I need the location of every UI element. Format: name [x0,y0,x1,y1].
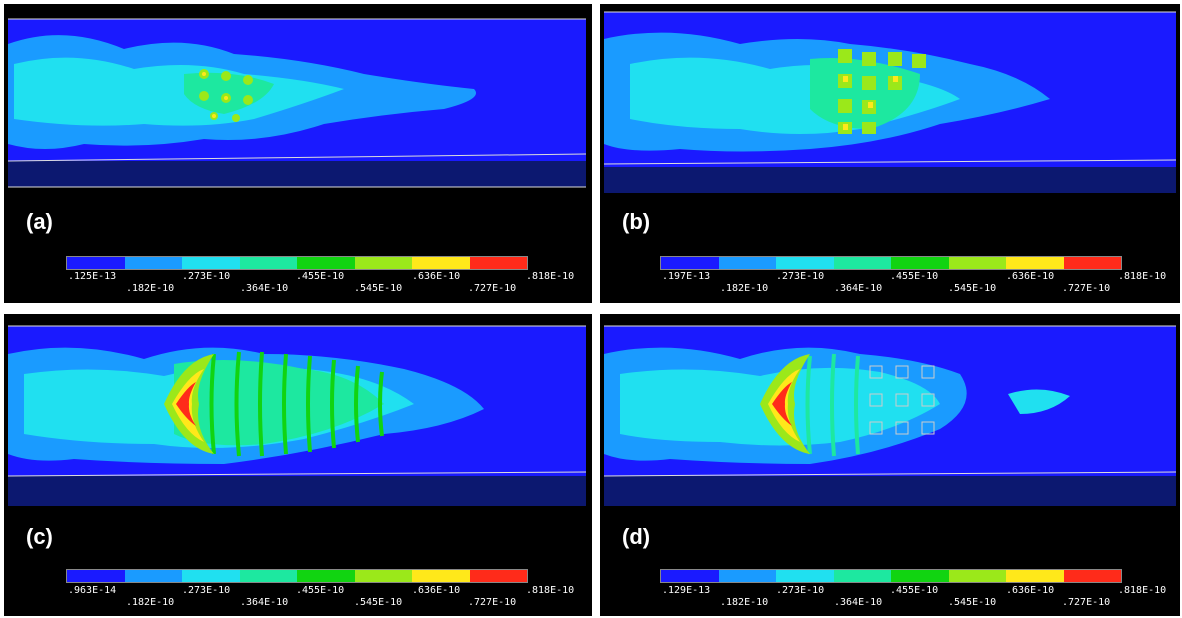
tick-label: .818E-10 [526,585,575,596]
tick-label: .182E-10 [126,597,175,608]
tick-label: .455E-10 [296,271,345,282]
tick-label: .364E-10 [834,283,883,294]
tick-label: .364E-10 [240,283,289,294]
contour-panel-a: (a) .125E-13 .273E-10 .455E-10 .636E-10 … [4,4,592,303]
contour-panel-b: (b) .197E-13 .273E-10 .455E-10 .636E-10 … [600,4,1180,303]
tick-label: .182E-10 [720,283,769,294]
tick-label: .636E-10 [412,585,461,596]
colorbar-d [660,569,1122,583]
panel-label-b: (b) [622,209,651,234]
tick-label: .545E-10 [354,597,403,608]
tick-label: .182E-10 [126,283,175,294]
tick-label: .818E-10 [1118,271,1167,282]
contour-panel-d: (d) .129E-13 .273E-10 .455E-10 .636E-10 … [600,314,1180,616]
colorbar-b [660,256,1122,270]
tick-label: .545E-10 [948,597,997,608]
tick-label: .129E-13 [662,585,711,596]
tick-label: .273E-10 [776,271,825,282]
colorbar-ticks-a: .125E-13 .273E-10 .455E-10 .636E-10 .818… [4,266,592,303]
tick-label: .125E-13 [68,271,117,282]
panel-label-a: (a) [26,209,53,234]
tick-label: .364E-10 [240,597,289,608]
contour-panel-c: (c) .963E-14 .273E-10 .455E-10 .636E-10 … [4,314,592,616]
tick-label: .273E-10 [776,585,825,596]
colorbar-ticks-c: .963E-14 .273E-10 .455E-10 .636E-10 .818… [4,580,592,616]
tick-label: .727E-10 [468,283,517,294]
tick-label: .455E-10 [890,585,939,596]
tick-label: .727E-10 [468,597,517,608]
tick-label: .636E-10 [1006,585,1055,596]
tick-label: .273E-10 [182,585,231,596]
tick-label: .364E-10 [834,597,883,608]
tick-label: .545E-10 [354,283,403,294]
contour-plot-c [7,325,587,506]
tick-label: .197E-13 [662,271,711,282]
tick-label: .727E-10 [1062,597,1111,608]
colorbar-ticks-d: .129E-13 .273E-10 .455E-10 .636E-10 .818… [600,580,1180,616]
tick-label: .273E-10 [182,271,231,282]
panel-label-c: (c) [26,524,53,549]
tick-label: .727E-10 [1062,283,1111,294]
panel-label-d: (d) [622,524,651,549]
tick-label: .455E-10 [890,271,939,282]
contour-plot-b [603,11,1177,193]
tick-label: .636E-10 [412,271,461,282]
tick-label: .818E-10 [526,271,575,282]
colorbar-a [66,256,528,270]
tick-label: .545E-10 [948,283,997,294]
contour-plot-d [603,325,1177,506]
tick-label: .455E-10 [296,585,345,596]
tick-label: .636E-10 [1006,271,1055,282]
contour-plot-a [7,18,587,188]
tick-label: .182E-10 [720,597,769,608]
tick-label: .963E-14 [68,585,117,596]
colorbar-ticks-b: .197E-13 .273E-10 .455E-10 .636E-10 .818… [600,266,1180,303]
colorbar-c [66,569,528,583]
tick-label: .818E-10 [1118,585,1167,596]
